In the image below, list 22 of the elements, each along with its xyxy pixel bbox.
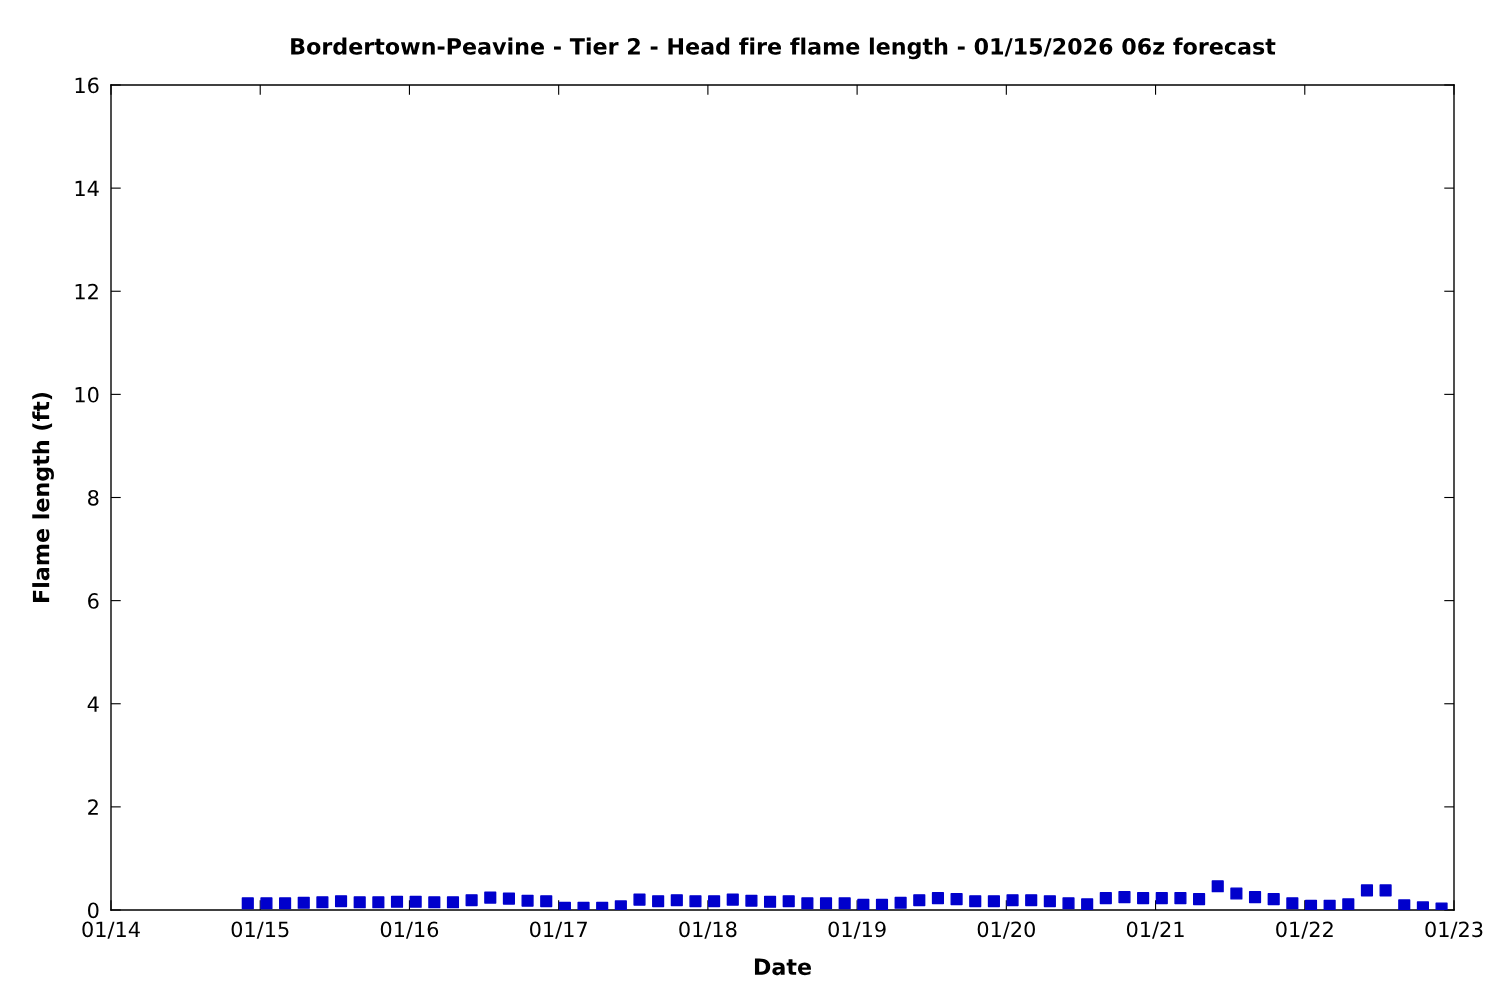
y-tick-label: 8 (88, 489, 99, 506)
x-tick-label: 01/20 (977, 921, 1035, 939)
y-axis-title: Flame length (ft) (32, 392, 54, 602)
x-tick-label: 01/18 (679, 921, 737, 939)
y-tick-label: 6 (88, 593, 99, 609)
x-tick-label: 01/17 (530, 921, 587, 939)
y-tick-label: 10 (75, 386, 99, 403)
x-tick-label: 01/23 (1425, 921, 1483, 939)
y-tick-label: 4 (87, 696, 99, 712)
x-tick-label: 01/14 (82, 921, 140, 939)
y-tick-label: 16 (75, 77, 99, 94)
y-tick-label: 2 (88, 799, 98, 815)
x-tick-label: 01/16 (380, 921, 439, 939)
y-tick-label: 14 (75, 180, 99, 197)
x-tick-label: 01/15 (231, 921, 289, 939)
y-tick-label: 0 (88, 902, 99, 919)
chart-title: Bordertown-Peavine - Tier 2 - Head fire flame length - 01/15/2026 06z forecast (291, 37, 1276, 60)
y-tick-label: 12 (75, 283, 98, 300)
x-axis-title: Date (754, 958, 811, 976)
x-tick-label: 01/22 (1276, 921, 1333, 939)
x-tick-label: 01/21 (1126, 921, 1184, 939)
x-tick-label: 01/19 (828, 921, 886, 939)
